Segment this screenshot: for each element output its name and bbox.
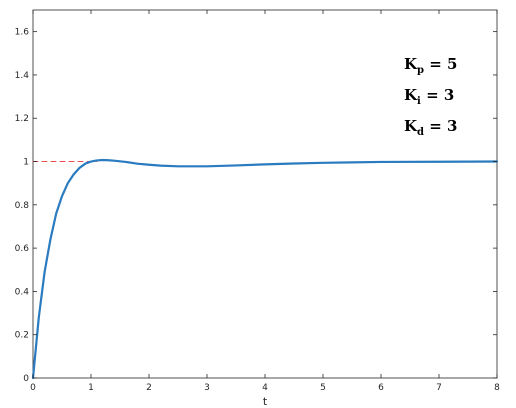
x-tick-label: 6: [378, 383, 384, 393]
axes-box: [32, 9, 498, 379]
x-tick-label: 7: [436, 383, 442, 393]
x-axis-ticks: 0 1 2 3 4 5 6 7 8: [30, 10, 500, 393]
y-tick-label: 1.6: [15, 28, 30, 38]
x-tick-label: 1: [88, 383, 94, 393]
x-tick-label: 2: [146, 383, 152, 393]
plot-area: [31, 9, 499, 380]
y-tick-label: 0.4: [15, 287, 30, 297]
y-tick-label: 1: [23, 158, 29, 168]
y-tick-label: 0.2: [15, 331, 29, 341]
gain-annotations: Kp = 5 Ki = 3 Kd = 3: [404, 55, 458, 138]
x-axis-title: t: [263, 395, 268, 408]
gain-label-p: Kp = 5: [404, 55, 458, 76]
y-tick-label: 1.2: [15, 114, 29, 124]
y-axis-ticks: 0 0.2 0.4 0.6 0.8 1 1.2 1.4 1.6: [15, 28, 497, 384]
x-tick-label: 3: [204, 383, 210, 393]
response-curve: [31, 158, 499, 380]
x-tick-label: 0: [30, 383, 36, 393]
x-tick-label: 8: [494, 383, 500, 393]
x-tick-label: 5: [320, 383, 326, 393]
y-tick-label: 1.4: [15, 71, 30, 81]
x-tick-label: 4: [262, 383, 268, 393]
y-tick-label: 0: [23, 374, 29, 384]
gain-label-i: Ki = 3: [404, 86, 454, 107]
gain-label-d: Kd = 3: [404, 117, 458, 138]
y-tick-label: 0.8: [15, 201, 30, 211]
y-tick-label: 0.6: [15, 244, 30, 254]
